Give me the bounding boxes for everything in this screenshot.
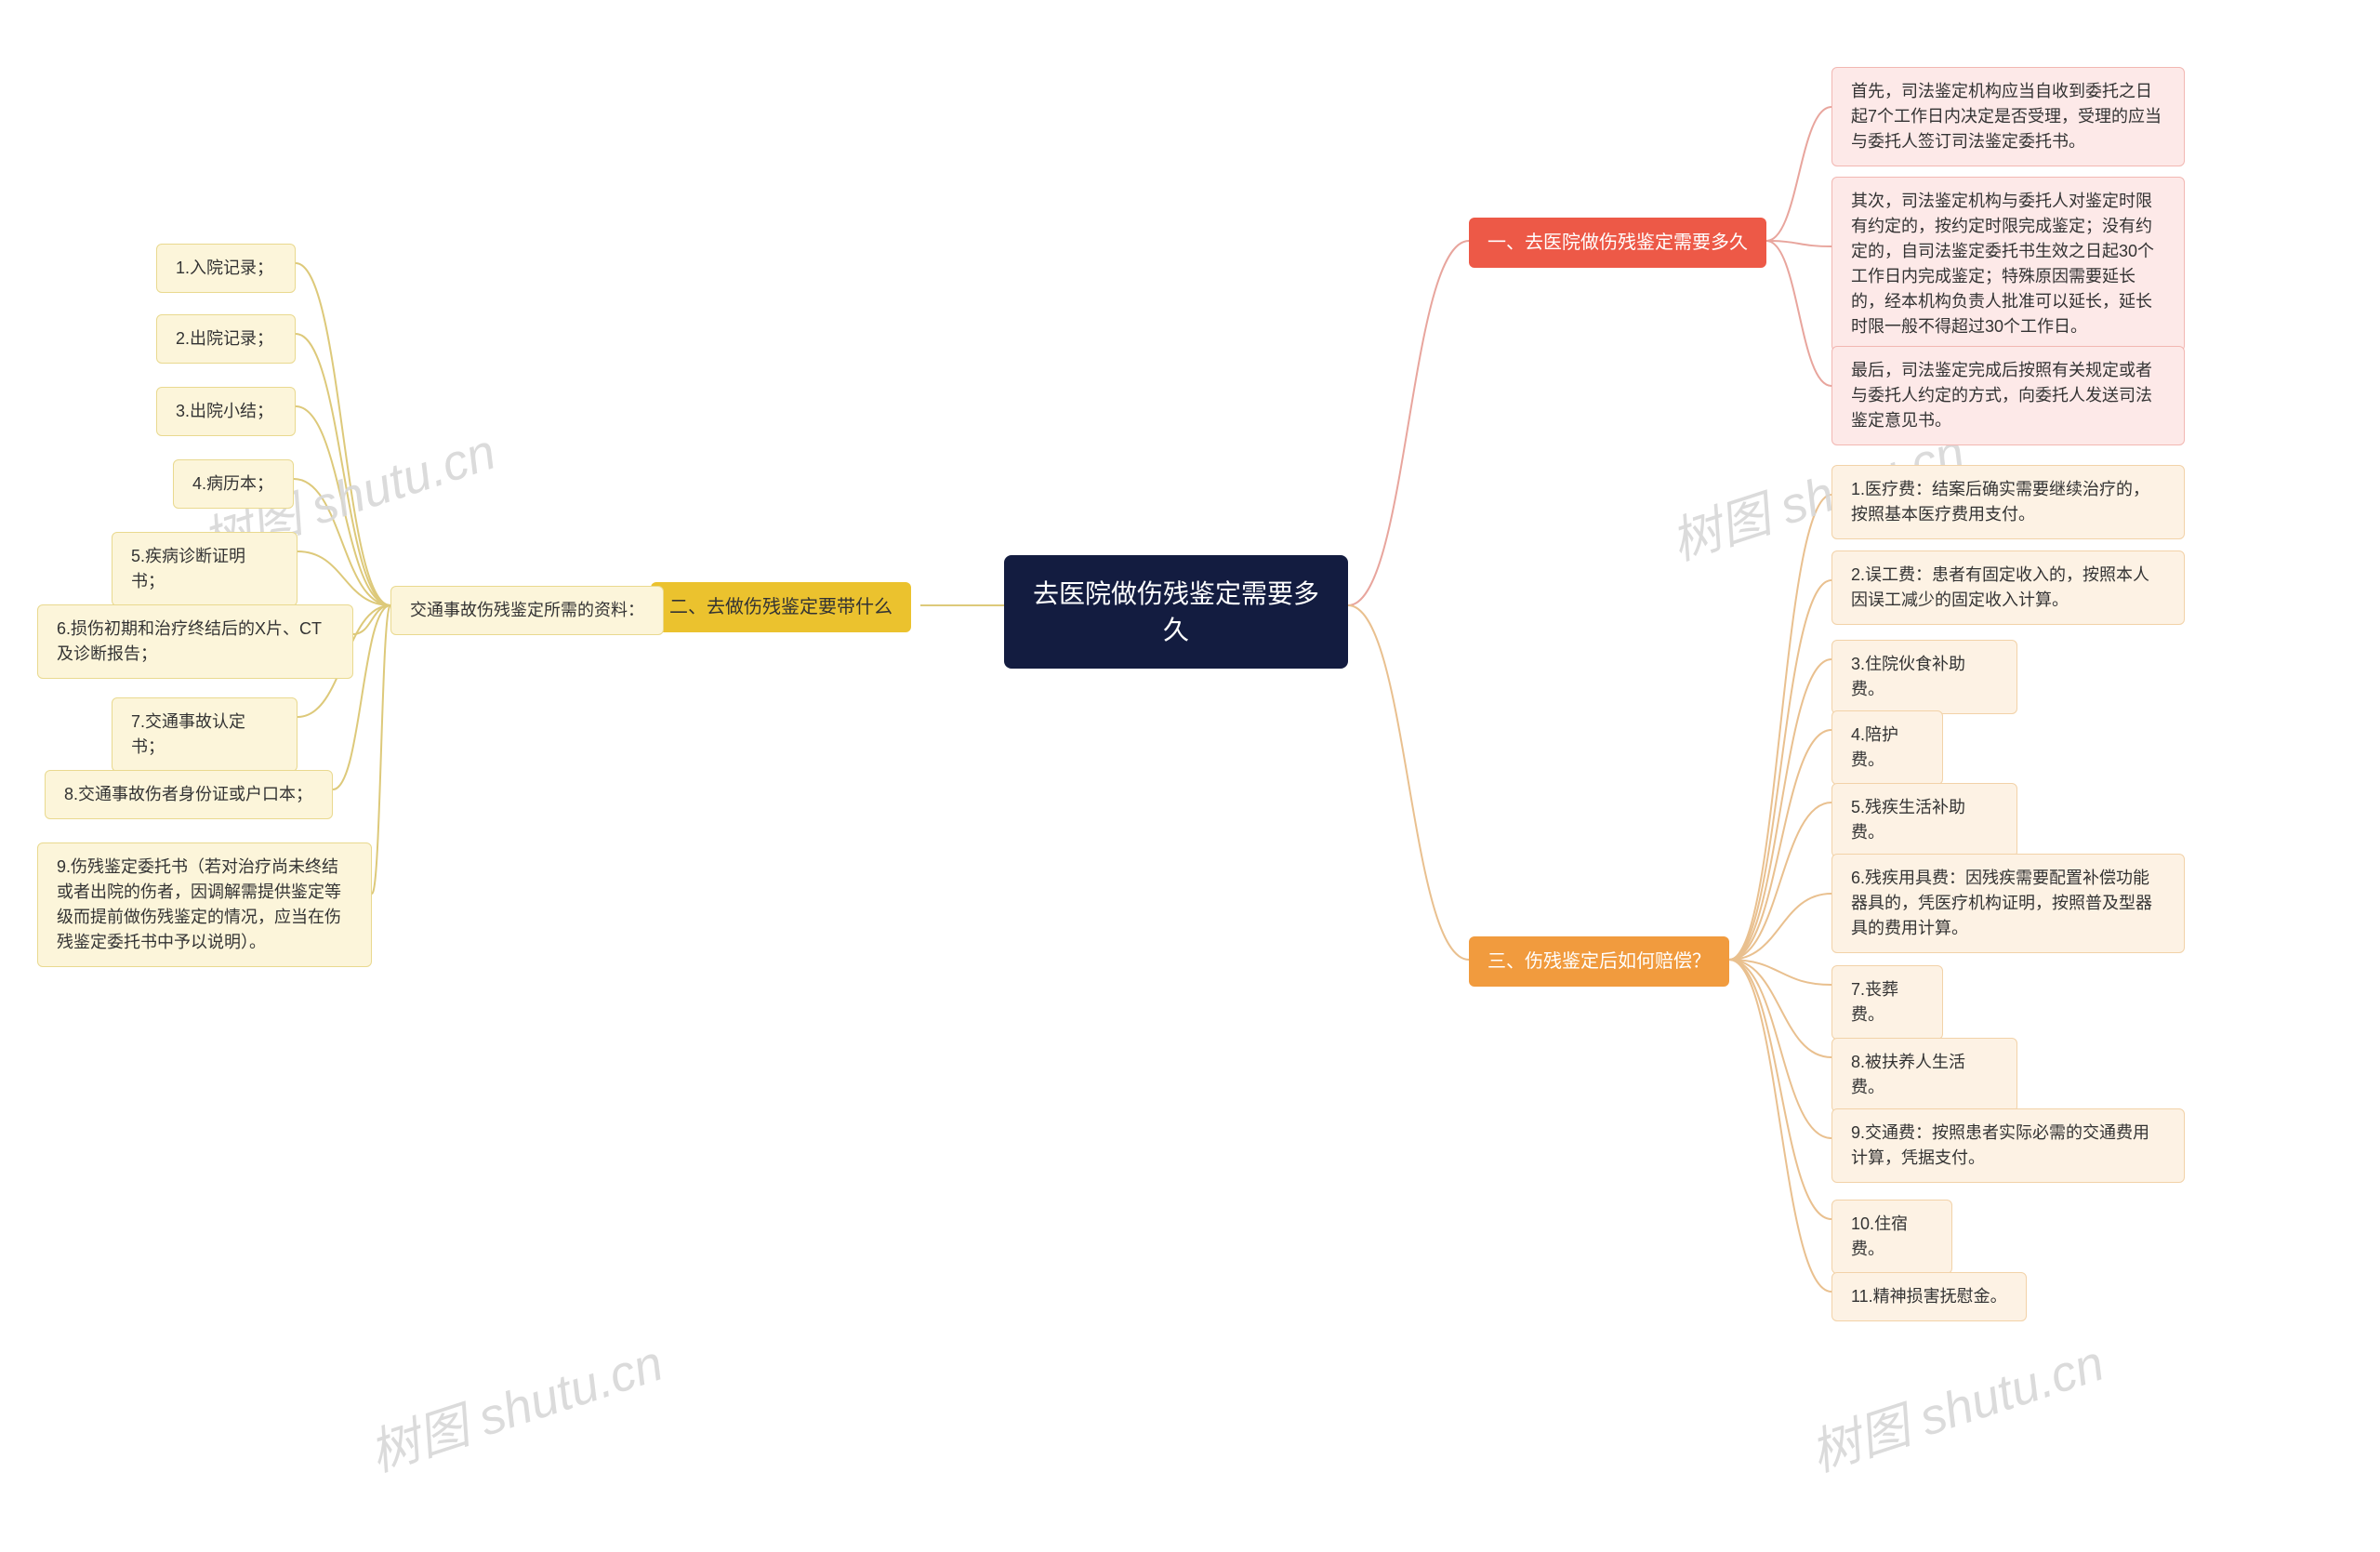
mindmap-node: 6.残疾用具费：因残疾需要配置补偿功能器具的，凭医疗机构证明，按照普及型器具的费…	[1831, 854, 2185, 953]
mindmap-node: 1.入院记录；	[156, 244, 296, 293]
mindmap-node: 1.医疗费：结案后确实需要继续治疗的，按照基本医疗费用支付。	[1831, 465, 2185, 539]
mindmap-node: 8.被扶养人生活费。	[1831, 1038, 2017, 1112]
center-node: 去医院做伤残鉴定需要多久	[1004, 555, 1348, 669]
mindmap-node: 最后，司法鉴定完成后按照有关规定或者与委托人约定的方式，向委托人发送司法鉴定意见…	[1831, 346, 2185, 445]
mindmap-node: 三、伤残鉴定后如何赔偿？	[1469, 936, 1729, 987]
mindmap-node: 11.精神损害抚慰金。	[1831, 1272, 2027, 1321]
mindmap-node: 2.误工费：患者有固定收入的，按照本人因误工减少的固定收入计算。	[1831, 550, 2185, 625]
mindmap-node: 9.交通费：按照患者实际必需的交通费用计算，凭据支付。	[1831, 1108, 2185, 1183]
mindmap-node: 10.住宿费。	[1831, 1200, 1952, 1274]
mindmap-node: 9.伤残鉴定委托书（若对治疗尚未终结或者出院的伤者，因调解需提供鉴定等级而提前做…	[37, 842, 372, 967]
mindmap-node: 4.病历本；	[173, 459, 294, 509]
mindmap-node: 4.陪护费。	[1831, 710, 1943, 785]
mindmap-node: 8.交通事故伤者身份证或户口本；	[45, 770, 333, 819]
mindmap-node: 7.交通事故认定书；	[112, 697, 298, 772]
mindmap-node: 其次，司法鉴定机构与委托人对鉴定时限有约定的，按约定时限完成鉴定；没有约定的，自…	[1831, 177, 2185, 352]
mindmap-node: 5.疾病诊断证明书；	[112, 532, 298, 606]
mindmap-node: 交通事故伤残鉴定所需的资料：	[390, 586, 664, 635]
mindmap-node: 二、去做伤残鉴定要带什么	[651, 582, 911, 632]
mindmap-node: 5.残疾生活补助费。	[1831, 783, 2017, 857]
watermark: 树图 shutu.cn	[1800, 1321, 2112, 1485]
mindmap-node: 2.出院记录；	[156, 314, 296, 364]
mindmap-node: 3.出院小结；	[156, 387, 296, 436]
mindmap-node: 6.损伤初期和治疗终结后的X片、CT及诊断报告；	[37, 604, 353, 679]
watermark: 树图 shutu.cn	[359, 1321, 671, 1485]
mindmap-node: 首先，司法鉴定机构应当自收到委托之日起7个工作日内决定是否受理，受理的应当与委托…	[1831, 67, 2185, 166]
mindmap-node: 7.丧葬费。	[1831, 965, 1943, 1040]
mindmap-node: 一、去医院做伤残鉴定需要多久	[1469, 218, 1766, 268]
mindmap-node: 3.住院伙食补助费。	[1831, 640, 2017, 714]
